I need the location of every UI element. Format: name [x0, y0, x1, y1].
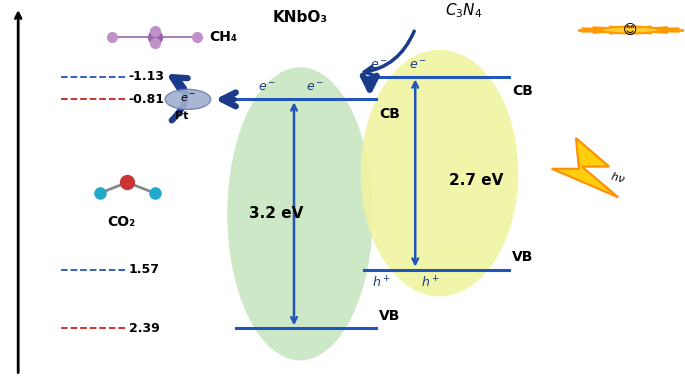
Text: VB: VB: [379, 309, 400, 323]
Polygon shape: [551, 138, 619, 197]
Text: -1.13: -1.13: [129, 70, 164, 83]
Text: 1.57: 1.57: [129, 263, 160, 276]
Text: CO₂: CO₂: [107, 215, 136, 229]
Text: 😊: 😊: [623, 23, 638, 38]
Text: $h^+$: $h^+$: [421, 275, 440, 290]
Text: $e^-$: $e^-$: [370, 59, 388, 72]
Text: CB: CB: [379, 106, 400, 121]
Text: $h\nu$: $h\nu$: [609, 170, 627, 185]
Text: -0.81: -0.81: [129, 93, 164, 106]
Text: CB: CB: [512, 84, 533, 98]
Text: KNbO₃: KNbO₃: [273, 10, 327, 25]
Circle shape: [601, 27, 660, 33]
Text: 3.2 eV: 3.2 eV: [249, 206, 303, 221]
Ellipse shape: [361, 50, 519, 296]
Ellipse shape: [165, 89, 211, 110]
Text: $C_3N_4$: $C_3N_4$: [445, 2, 482, 20]
Text: Pt: Pt: [175, 111, 188, 121]
Text: 2.39: 2.39: [129, 322, 160, 335]
Text: $e^-$: $e^-$: [179, 92, 196, 103]
Text: $e^-$: $e^-$: [306, 81, 325, 94]
Text: $e^-$: $e^-$: [258, 81, 276, 94]
Text: $e^-$: $e^-$: [409, 59, 427, 72]
Ellipse shape: [227, 67, 373, 360]
Text: VB: VB: [512, 250, 534, 264]
Text: CH₄: CH₄: [209, 30, 237, 44]
Text: $h^+$: $h^+$: [373, 275, 391, 290]
Text: 2.7 eV: 2.7 eV: [449, 173, 503, 188]
